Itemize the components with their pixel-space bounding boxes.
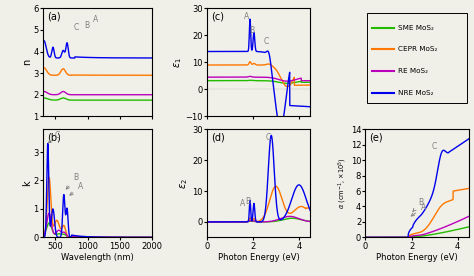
Text: C: C (264, 37, 269, 46)
Text: SME MoS₂: SME MoS₂ (398, 25, 433, 31)
Text: A: A (240, 199, 245, 208)
Text: (c): (c) (211, 12, 224, 22)
Y-axis label: $\alpha$ (cm$^{-1}$, $\times$10$^5$): $\alpha$ (cm$^{-1}$, $\times$10$^5$) (337, 158, 349, 209)
Text: NRE MoS₂: NRE MoS₂ (398, 90, 433, 95)
Text: B: B (84, 21, 89, 30)
Text: RE MoS₂: RE MoS₂ (398, 68, 428, 74)
X-axis label: Wavelength (nm): Wavelength (nm) (61, 253, 134, 262)
Text: A: A (411, 203, 426, 216)
Text: (e): (e) (370, 132, 383, 142)
Text: (b): (b) (47, 132, 61, 142)
Text: (d): (d) (211, 132, 225, 142)
Text: CEPR MoS₂: CEPR MoS₂ (398, 46, 437, 52)
X-axis label: Photon Energy (eV): Photon Energy (eV) (218, 253, 300, 262)
Text: A: A (70, 182, 83, 195)
Text: C: C (48, 131, 59, 143)
Text: C: C (266, 133, 271, 142)
Text: B: B (249, 26, 255, 35)
Y-axis label: $\varepsilon_2$: $\varepsilon_2$ (179, 178, 191, 189)
X-axis label: Photon Energy (eV): Photon Energy (eV) (376, 253, 458, 262)
Text: A: A (93, 15, 98, 24)
Text: B: B (245, 197, 250, 206)
Text: (a): (a) (47, 12, 61, 22)
Text: A: A (244, 12, 249, 21)
Text: C: C (73, 23, 78, 32)
Y-axis label: k: k (22, 181, 32, 186)
Y-axis label: $\varepsilon_1$: $\varepsilon_1$ (172, 57, 183, 68)
Text: B: B (413, 198, 424, 211)
Text: C: C (432, 142, 437, 151)
Y-axis label: n: n (22, 59, 32, 65)
Text: B: B (66, 174, 79, 189)
